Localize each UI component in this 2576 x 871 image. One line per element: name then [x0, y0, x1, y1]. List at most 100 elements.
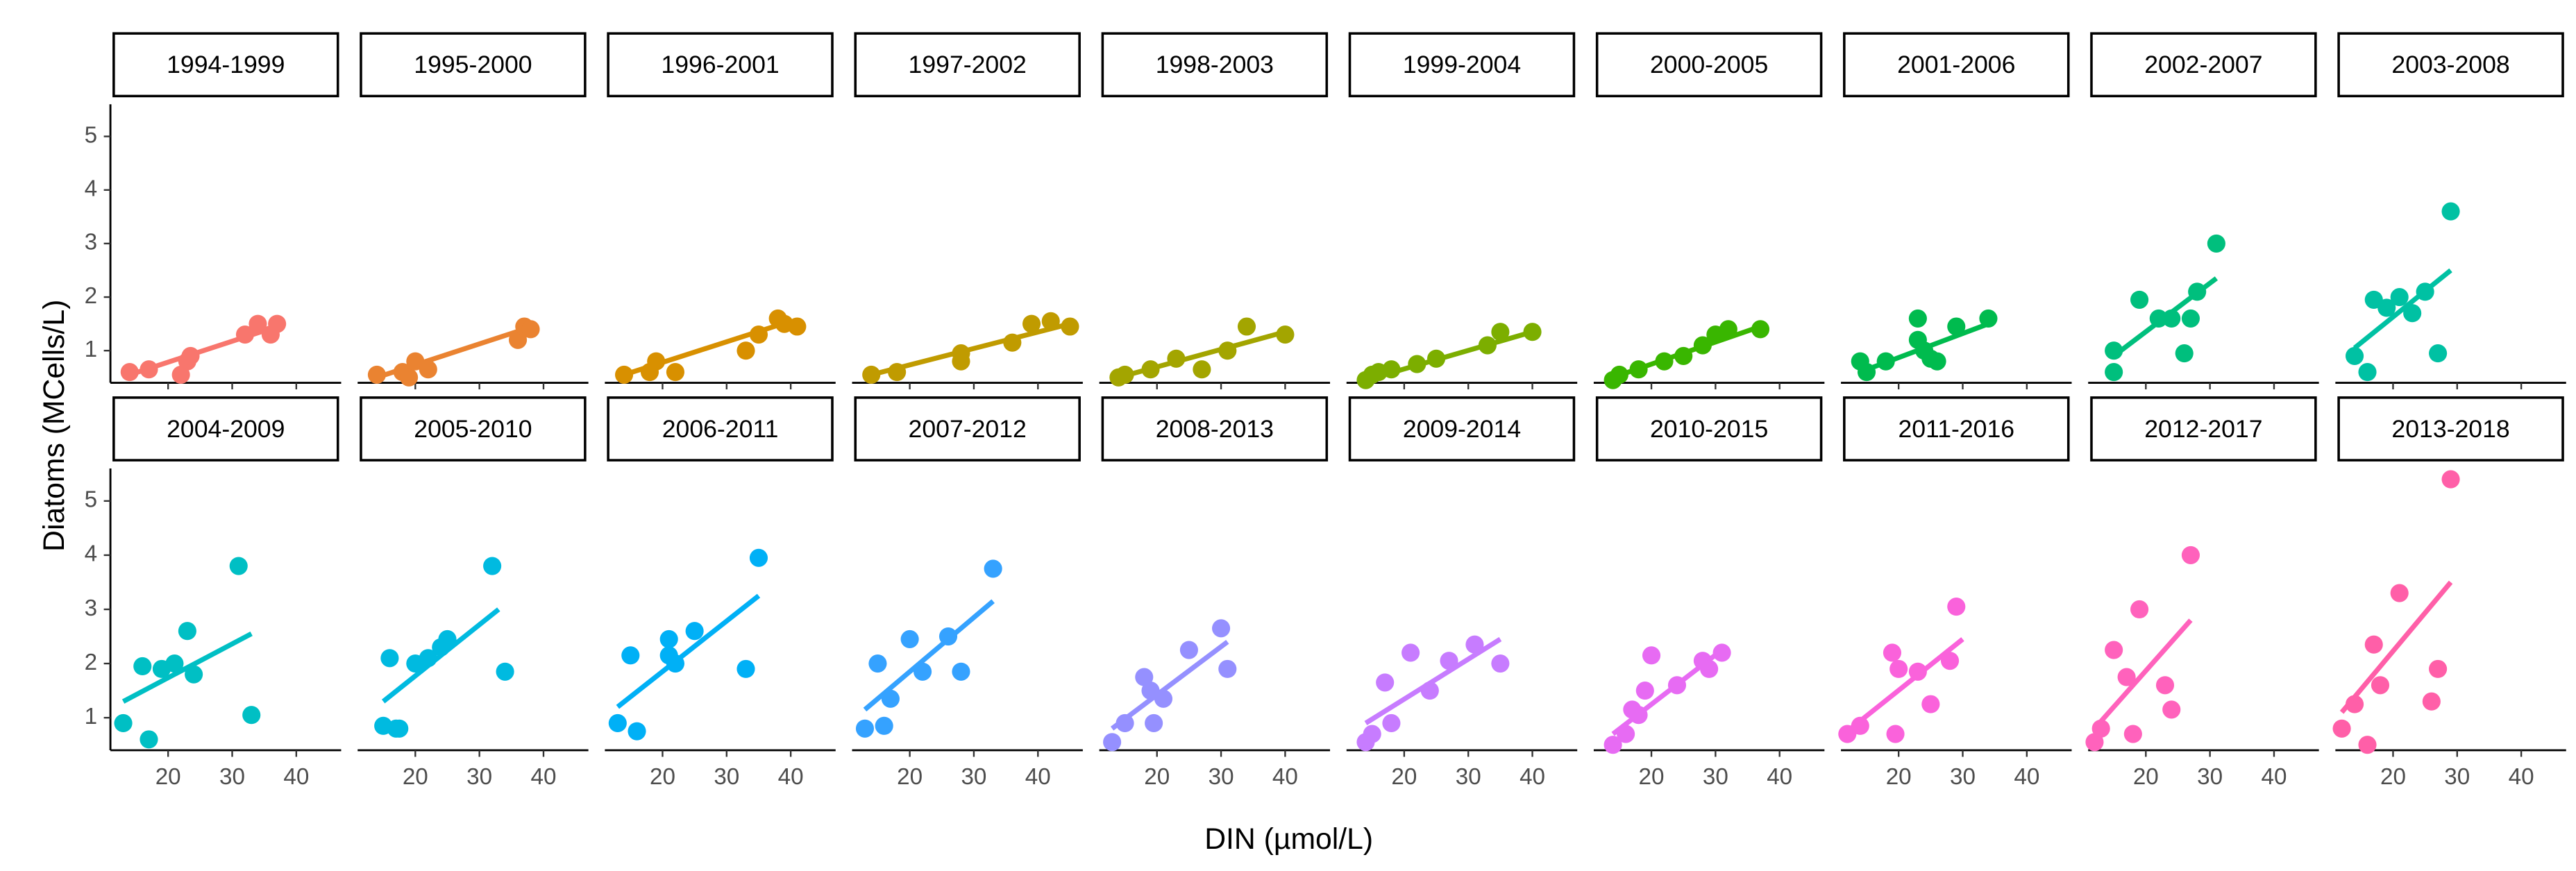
point — [2123, 725, 2142, 743]
strip — [2090, 32, 2317, 98]
point — [2130, 290, 2149, 309]
y-axis-title: Diatoms (MCells/L) — [37, 300, 71, 552]
x-tick-label: 40 — [1519, 764, 1545, 790]
strip — [854, 32, 1081, 98]
point — [1179, 641, 1198, 659]
x-tick-label: 40 — [778, 764, 804, 790]
point — [788, 317, 807, 336]
point — [114, 713, 133, 733]
point — [1700, 659, 1719, 678]
point — [875, 716, 893, 735]
fit-line — [121, 631, 253, 704]
point — [749, 548, 768, 567]
point — [1135, 668, 1154, 686]
fit-line — [1110, 639, 1229, 731]
point — [1193, 360, 1211, 379]
strip-label: 1999-2004 — [1403, 51, 1521, 78]
strip-label: 2011-2016 — [1898, 415, 2014, 443]
point — [1141, 360, 1160, 379]
y-tick-label: 3 — [85, 230, 97, 255]
x-tick-label: 40 — [1272, 764, 1298, 790]
point — [1947, 598, 1966, 616]
point — [133, 657, 152, 676]
strip-label: 2005-2010 — [414, 415, 532, 443]
point — [521, 320, 540, 339]
point — [2155, 676, 2175, 695]
strip — [360, 32, 587, 98]
point — [2117, 668, 2136, 686]
point — [1629, 706, 1648, 725]
point — [2364, 635, 2383, 654]
point — [140, 730, 158, 749]
point — [666, 363, 684, 382]
point — [185, 665, 203, 684]
point — [2416, 282, 2434, 301]
point — [1635, 682, 1654, 700]
x-tick-label: 40 — [531, 764, 557, 790]
point — [2091, 719, 2110, 738]
point — [1003, 333, 1022, 352]
x-tick-label: 20 — [650, 764, 675, 790]
point — [1674, 346, 1693, 365]
point — [1426, 349, 1446, 368]
y-tick-label: 3 — [85, 595, 97, 621]
point — [685, 622, 704, 641]
x-tick-label: 40 — [2262, 764, 2287, 790]
point — [1154, 689, 1173, 708]
point — [1523, 323, 1542, 341]
x-tick-label: 40 — [2014, 764, 2039, 790]
point — [1376, 673, 1395, 692]
point — [2429, 344, 2448, 363]
x-tick-label: 30 — [2197, 764, 2223, 790]
point — [2188, 282, 2207, 301]
point — [1382, 713, 1401, 733]
point — [666, 654, 684, 673]
point — [2105, 641, 2123, 659]
fit-line — [2352, 268, 2452, 350]
fit-line — [1364, 636, 1502, 725]
point — [380, 649, 399, 668]
strip — [1843, 32, 2070, 98]
strip-label: 2009-2014 — [1403, 415, 1521, 443]
point — [496, 662, 514, 681]
strip — [112, 32, 339, 98]
strip-label: 1994-1999 — [167, 51, 285, 78]
point — [419, 649, 437, 668]
strip-label: 1996-2001 — [661, 51, 779, 78]
x-tick-label: 30 — [466, 764, 492, 790]
point — [1655, 352, 1674, 371]
point — [1751, 320, 1770, 339]
strip — [1348, 396, 1576, 462]
point — [419, 360, 437, 379]
point — [390, 719, 409, 738]
point — [1851, 716, 1869, 735]
point — [659, 629, 678, 648]
point — [2175, 344, 2194, 363]
point — [1889, 659, 1908, 678]
point — [1465, 635, 1484, 654]
point — [1908, 309, 1927, 328]
point — [2422, 692, 2441, 711]
fit-line — [2092, 618, 2193, 731]
x-tick-label: 30 — [2444, 764, 2470, 790]
y-tick-label: 4 — [85, 176, 97, 202]
y-tick-label: 1 — [85, 704, 97, 729]
point — [621, 646, 640, 665]
point — [483, 557, 502, 575]
point — [1667, 676, 1687, 695]
point — [367, 365, 386, 384]
y-tick-label: 5 — [85, 122, 97, 148]
point — [2345, 695, 2364, 713]
y-tick-label: 2 — [85, 650, 97, 675]
x-tick-label: 30 — [219, 764, 245, 790]
fit-line — [2339, 580, 2453, 714]
point — [1022, 314, 1041, 333]
point — [736, 341, 755, 360]
point — [1103, 733, 1122, 752]
strip — [1595, 396, 1823, 462]
strip — [607, 396, 834, 462]
point — [242, 706, 261, 725]
strip-label: 2010-2015 — [1650, 415, 1768, 443]
x-tick-label: 30 — [1703, 764, 1728, 790]
strip — [2090, 396, 2317, 462]
